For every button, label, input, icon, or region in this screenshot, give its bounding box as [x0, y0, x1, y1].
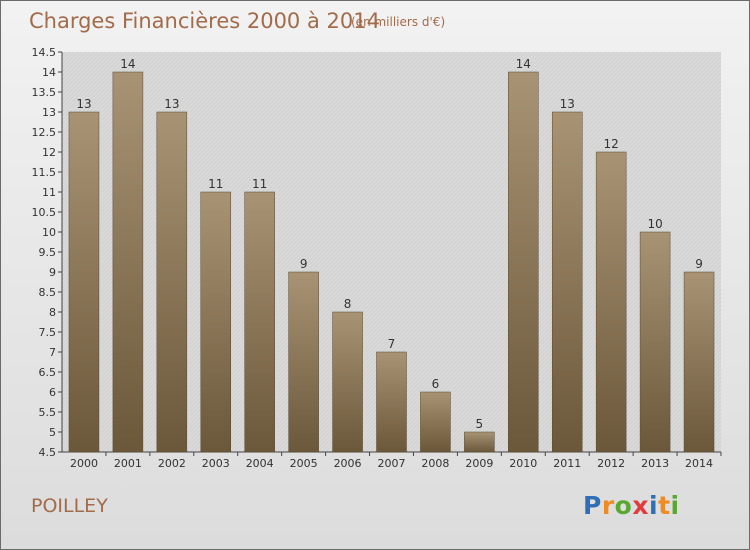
x-tick-label: 2001: [114, 457, 142, 470]
bar: [376, 351, 407, 453]
x-tick-label: 2004: [246, 457, 274, 470]
x-tick-label: 2012: [597, 457, 625, 470]
bar-value-label: 11: [252, 177, 267, 191]
x-tick-label: 2008: [421, 457, 449, 470]
bar-value-label: 11: [208, 177, 223, 191]
y-tick-label: 14: [42, 66, 56, 79]
y-tick-label: 13.5: [32, 86, 57, 99]
bar-value-label: 13: [560, 97, 575, 111]
bar: [288, 271, 319, 453]
chart-title: Charges Financières 2000 à 2014: [29, 9, 380, 33]
x-tick-label: 2007: [378, 457, 406, 470]
x-tick-label: 2000: [70, 457, 98, 470]
bar: [156, 111, 188, 453]
brand-letter: i: [670, 491, 680, 520]
bar-value-label: 8: [344, 297, 352, 311]
bar-value-label: 7: [388, 337, 396, 351]
y-tick-label: 8.5: [39, 286, 57, 299]
y-tick-label: 10: [42, 226, 56, 239]
y-tick-label: 6.5: [39, 366, 57, 379]
bar-value-label: 12: [604, 137, 619, 151]
y-tick-label: 13: [42, 106, 56, 119]
y-tick-label: 11: [42, 186, 56, 199]
x-tick-label: 2011: [553, 457, 581, 470]
y-tick-label: 5.5: [39, 406, 57, 419]
y-tick-label: 12.5: [32, 126, 57, 139]
y-tick-label: 6: [49, 386, 56, 399]
x-tick-label: 2003: [202, 457, 230, 470]
x-tick-label: 2009: [465, 457, 493, 470]
bar: [639, 231, 671, 453]
bar: [508, 71, 539, 453]
y-tick-label: 4.5: [39, 446, 57, 459]
bar: [112, 71, 144, 453]
bar-value-label: 6: [432, 377, 440, 391]
bar: [420, 391, 451, 453]
brand-logo: Proxiti: [583, 491, 680, 520]
brand-letter: t: [658, 491, 671, 520]
y-tick-label: 7.5: [39, 326, 57, 339]
y-tick-label: 9.5: [39, 246, 57, 259]
y-tick-label: 11.5: [32, 166, 57, 179]
bar-value-label: 9: [300, 257, 308, 271]
x-tick-label: 2010: [509, 457, 537, 470]
bar: [595, 151, 627, 453]
y-tick-label: 9: [49, 266, 56, 279]
bar-value-label: 13: [164, 97, 179, 111]
bar-value-label: 14: [516, 57, 531, 71]
bar: [68, 111, 100, 453]
bar: [683, 271, 715, 453]
bar-value-label: 14: [120, 57, 135, 71]
y-tick-label: 10.5: [32, 206, 57, 219]
bar: [332, 311, 363, 453]
brand-letter: i: [649, 491, 659, 520]
x-tick-label: 2006: [334, 457, 362, 470]
brand-letter: r: [601, 491, 615, 520]
bar: [551, 111, 583, 453]
brand-letter: P: [583, 491, 602, 520]
x-tick-label: 2002: [158, 457, 186, 470]
x-tick-label: 2013: [641, 457, 669, 470]
y-tick-label: 5: [49, 426, 56, 439]
y-tick-label: 7: [49, 346, 56, 359]
y-tick-label: 12: [42, 146, 56, 159]
y-tick-label: 14.5: [32, 46, 57, 59]
bar: [244, 191, 275, 453]
brand-letter: x: [632, 491, 649, 520]
place-name: POILLEY: [31, 495, 108, 517]
bar-value-label: 13: [76, 97, 91, 111]
bar-value-label: 5: [476, 417, 484, 431]
x-tick-label: 2005: [290, 457, 318, 470]
bar-value-label: 9: [695, 257, 703, 271]
bar: [200, 191, 232, 453]
x-tick-label: 2014: [685, 457, 713, 470]
chart-subtitle: (en milliers d'€): [351, 15, 446, 29]
brand-letter: o: [614, 491, 633, 520]
bar-value-label: 10: [647, 217, 662, 231]
bar: [464, 431, 495, 453]
y-tick-label: 8: [49, 306, 56, 319]
